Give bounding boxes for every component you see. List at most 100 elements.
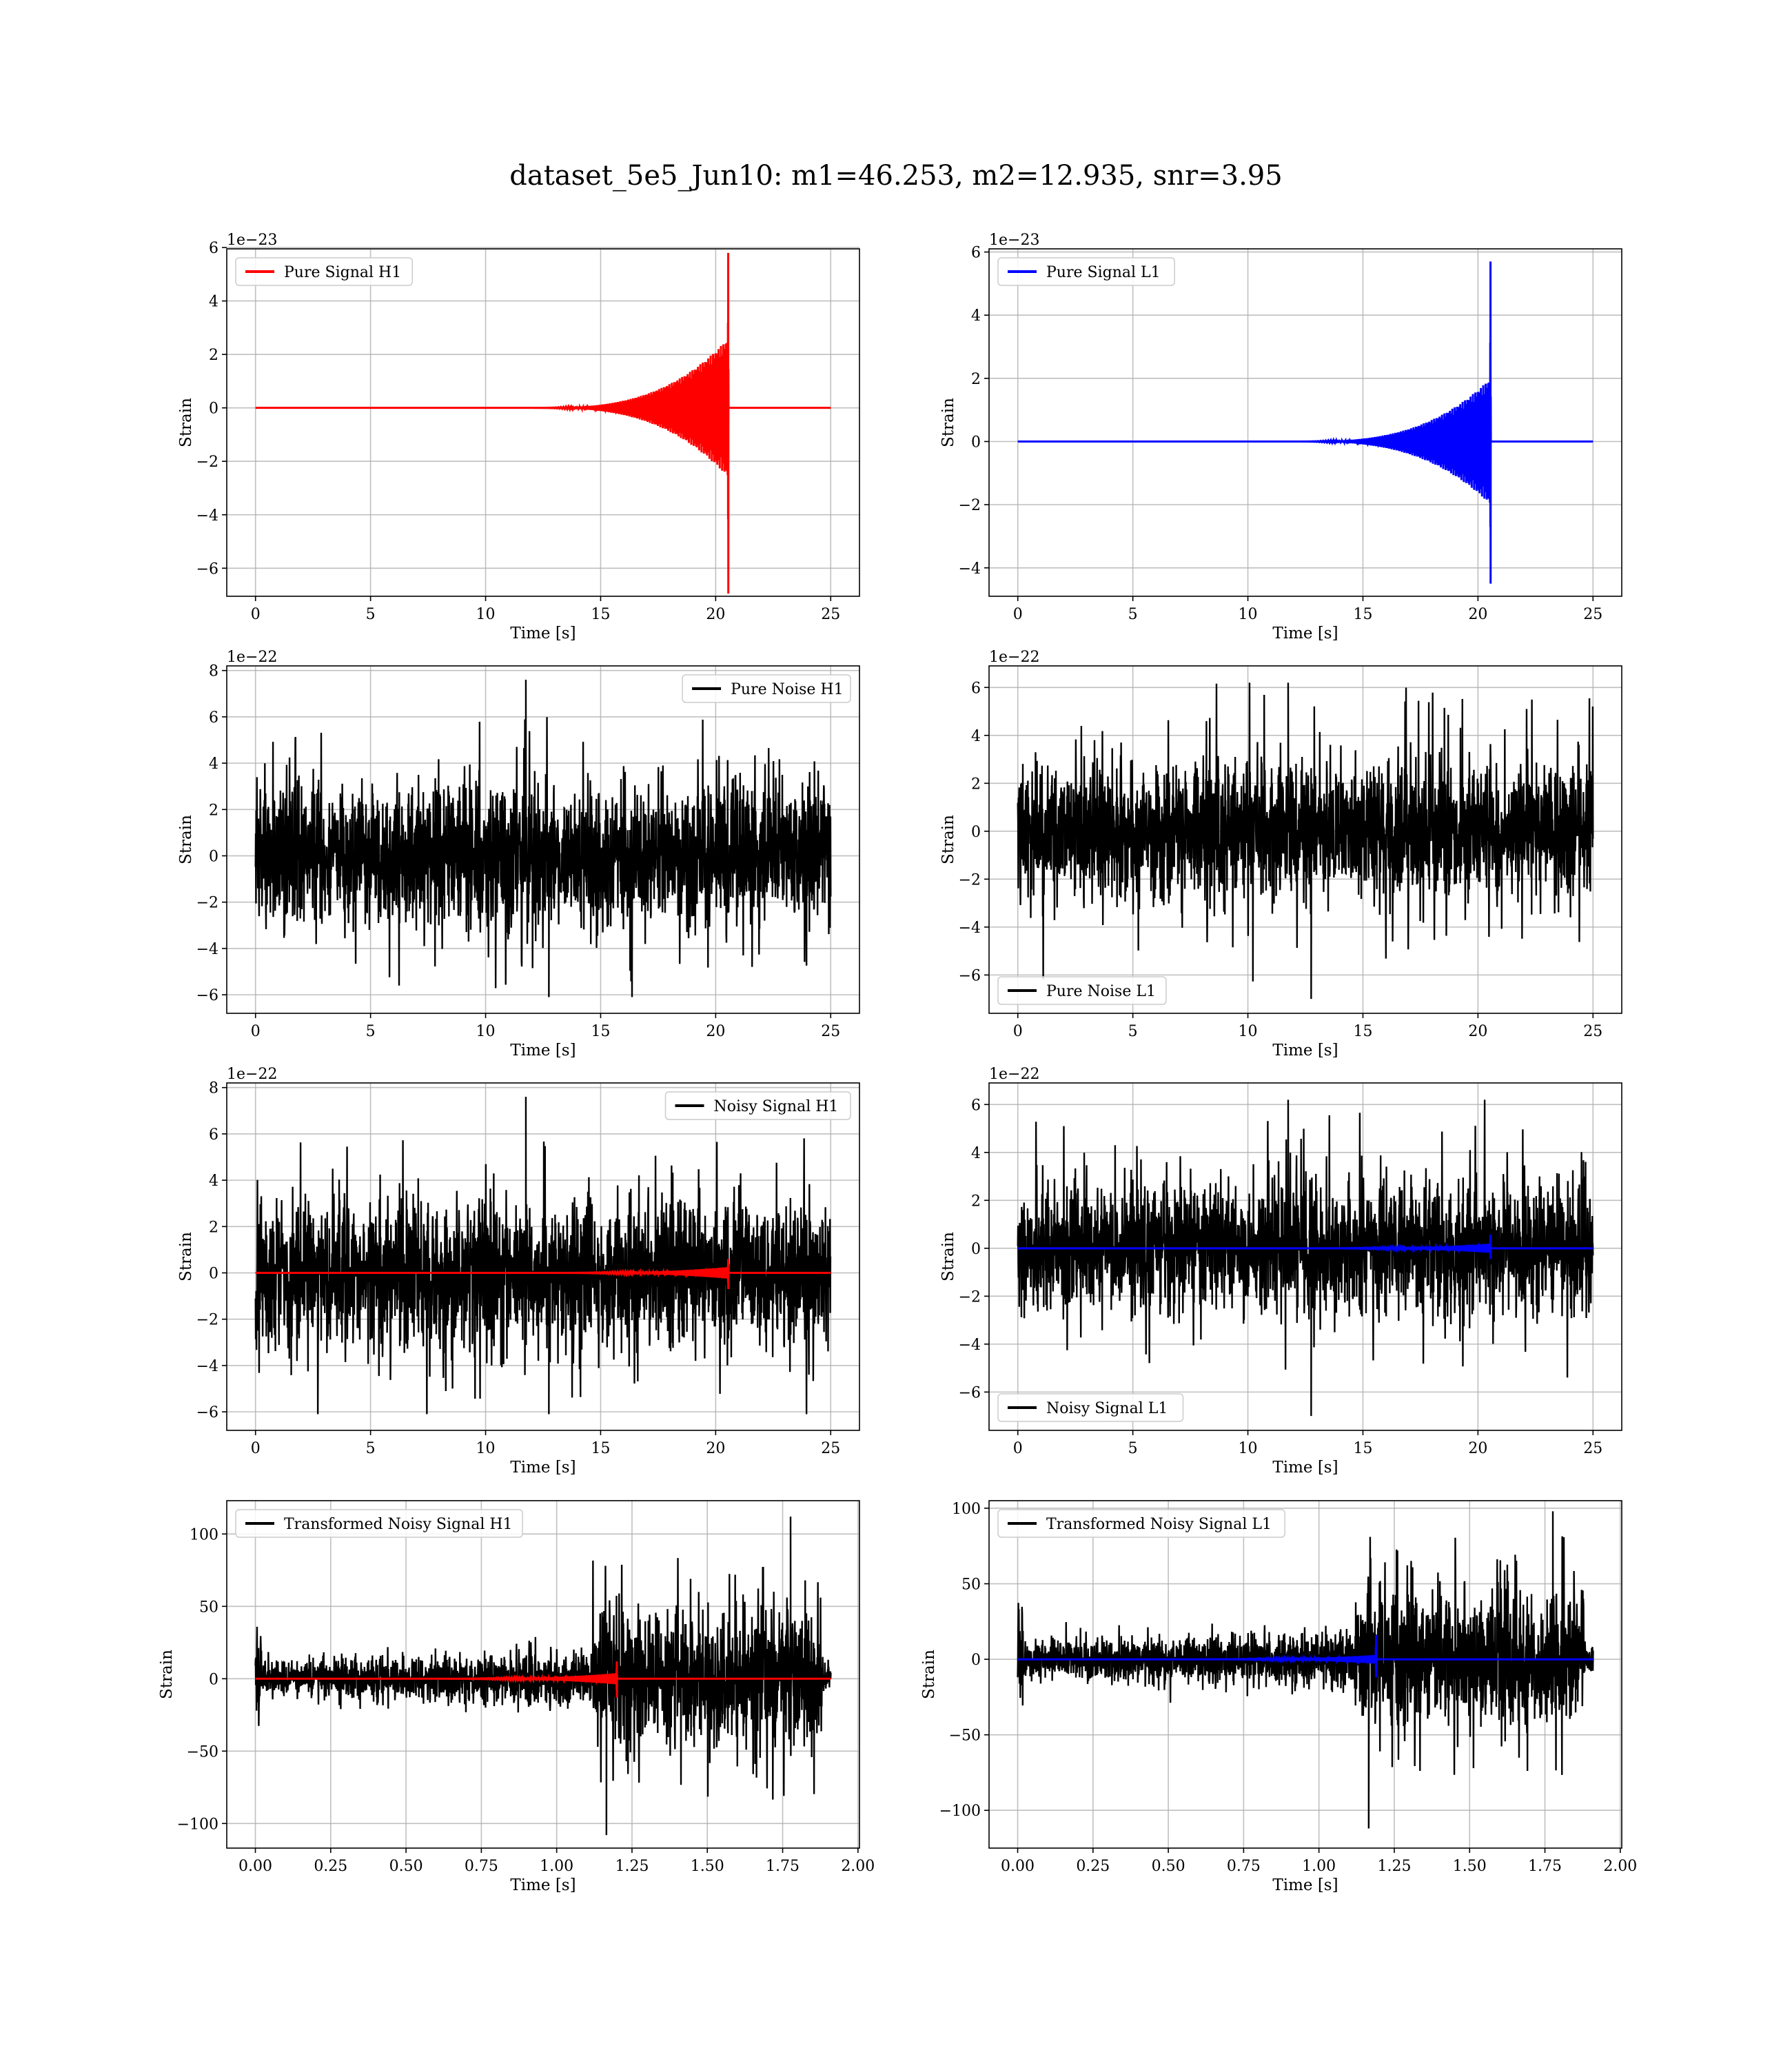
y-offset-label: 1e−23 (989, 232, 1039, 249)
y-tick-label: 6 (209, 1126, 218, 1144)
x-tick-label: 15 (591, 606, 610, 623)
y-tick-label: −2 (196, 454, 218, 471)
legend: Transformed Noisy Signal H1 (235, 1509, 523, 1538)
y-tick-label: 4 (971, 728, 981, 745)
legend-box (682, 674, 851, 703)
x-tick-label: 5 (1128, 606, 1138, 623)
x-tick-label: 20 (1468, 1440, 1487, 1457)
x-tick-label: 10 (476, 1023, 496, 1040)
plot-area (254, 680, 832, 997)
legend-box (664, 1091, 851, 1120)
x-tick-label: 1.25 (1377, 1858, 1411, 1875)
axes-frame (226, 1500, 860, 1849)
x-tick-label: 15 (591, 1440, 610, 1457)
y-tick-label: 6 (209, 240, 218, 257)
y-tick-label: −100 (939, 1803, 981, 1820)
y-tick-label: −4 (196, 1358, 218, 1375)
x-tick-label: 25 (821, 606, 840, 623)
legend-box (235, 1509, 523, 1538)
subplot-pure-noise-h1: 0 5 10 15 20 25 −6 −4 −2 0 2 4 6 8 Time [s] Strain 1e−22… (177, 649, 860, 1060)
y-tick-label: −50 (187, 1743, 218, 1761)
axes-frame (226, 1082, 860, 1431)
y-tick-label: −2 (196, 1312, 218, 1329)
x-tick-label: 25 (821, 1023, 840, 1040)
legend-label: Pure Noise H1 (731, 681, 844, 698)
x-tick-label: 1.75 (766, 1858, 800, 1875)
y-offset-label: 1e−23 (227, 232, 277, 249)
legend: Noisy Signal L1 (997, 1393, 1184, 1422)
plot-area (1017, 261, 1594, 584)
x-tick-label: 5 (1128, 1440, 1138, 1457)
y-tick-label: 4 (209, 1173, 218, 1190)
series-line-transformed-noisy-signal-h1 (254, 1517, 832, 1836)
x-tick-label: 10 (476, 606, 496, 623)
x-axis-label: Time [s] (510, 1459, 576, 1477)
y-tick-label: 2 (971, 371, 981, 388)
y-tick-label: −4 (196, 941, 218, 958)
x-tick-label: 10 (476, 1440, 496, 1457)
plot-area (254, 1097, 832, 1415)
y-axis-label: Strain (920, 1650, 938, 1699)
tick-labels: 0 5 10 15 20 25 −6 −4 −2 0 2 4 6 (196, 240, 841, 623)
y-tick-label: 4 (971, 307, 981, 325)
legend-label: Transformed Noisy Signal H1 (284, 1516, 513, 1533)
x-tick-label: 25 (821, 1440, 840, 1457)
y-tick-label: −4 (959, 1337, 981, 1354)
series-line-noisy-signal-l1 (1017, 1099, 1594, 1417)
axes-frame (988, 665, 1622, 1014)
y-tick-label: 6 (971, 680, 981, 697)
y-tick-label: 4 (209, 756, 218, 773)
y-tick-label: 100 (190, 1526, 218, 1543)
legend-box (997, 1393, 1184, 1422)
y-offset-label: 1e−22 (227, 1066, 277, 1083)
x-tick-label: 20 (706, 606, 725, 623)
x-tick-label: 2.00 (841, 1858, 875, 1875)
y-tick-label: 0 (971, 1652, 981, 1669)
y-tick-label: 50 (199, 1599, 218, 1616)
y-tick-label: −2 (196, 895, 218, 912)
legend: Pure Signal L1 (997, 257, 1175, 286)
tick-labels: 0 5 10 15 20 25 −6 −4 −2 0 2 4 6 (959, 1097, 1603, 1457)
x-tick-label: 25 (1583, 606, 1602, 623)
plot-area (255, 252, 831, 594)
subplot-noisy-signal-l1: 0 5 10 15 20 25 −6 −4 −2 0 2 4 6 Time [s] Strain 1e−22 N… (939, 1066, 1622, 1477)
series-line-pure-signal-h1 (255, 252, 831, 594)
axes-frame (988, 1500, 1622, 1849)
legend-box (997, 257, 1175, 286)
x-tick-label: 15 (591, 1023, 610, 1040)
x-tick-label: 0 (251, 1440, 261, 1457)
y-tick-label: 2 (971, 776, 981, 793)
x-tick-label: 5 (366, 606, 376, 623)
y-offset-label: 1e−22 (227, 649, 277, 666)
plot-area (1017, 1511, 1594, 1829)
x-tick-label: 15 (1353, 1440, 1372, 1457)
y-axis-label: Strain (939, 1232, 957, 1281)
subplot-transformed-noisy-signal-l1: 0.00 0.25 0.50 0.75 1.00 1.25 1.50 1.75 2.00 −100… (920, 1500, 1637, 1894)
series-line-pure-noise-h1 (254, 680, 832, 997)
x-tick-label: 0 (1013, 1440, 1023, 1457)
y-tick-label: 8 (209, 663, 218, 680)
grid-lines (227, 247, 859, 596)
x-tick-label: 25 (1583, 1023, 1602, 1040)
axes-frame (226, 248, 860, 597)
x-tick-label: 0.25 (1076, 1858, 1110, 1875)
y-axis-label: Strain (158, 1650, 176, 1699)
legend-label: Transformed Noisy Signal L1 (1046, 1516, 1272, 1533)
legend-label: Noisy Signal H1 (714, 1098, 839, 1115)
legend: Pure Noise L1 (997, 976, 1167, 1005)
y-tick-label: 8 (209, 1080, 218, 1097)
x-tick-label: 0 (251, 606, 261, 623)
y-tick-label: 0 (971, 434, 981, 451)
x-tick-label: 1.75 (1528, 1858, 1562, 1875)
legend: Noisy Signal H1 (664, 1091, 851, 1120)
y-tick-label: 2 (209, 802, 218, 819)
y-tick-label: −2 (959, 1288, 981, 1306)
plot-area (1017, 1099, 1594, 1417)
y-tick-label: 0 (209, 1671, 218, 1688)
tick-labels: 0.00 0.25 0.50 0.75 1.00 1.25 1.50 1.75 2.00 −100… (177, 1526, 875, 1875)
tick-labels: 0 5 10 15 20 25 −6 −4 −2 0 2 4 6 8 (196, 1080, 841, 1457)
x-tick-label: 1.50 (1453, 1858, 1487, 1875)
series-line-pure-signal-l1 (1017, 261, 1594, 584)
